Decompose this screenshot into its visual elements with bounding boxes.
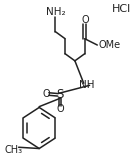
Text: O: O bbox=[82, 15, 89, 25]
Text: O: O bbox=[56, 104, 64, 114]
Text: O: O bbox=[42, 89, 50, 99]
Text: S: S bbox=[57, 88, 64, 101]
Text: CH₃: CH₃ bbox=[4, 145, 22, 155]
Text: NH: NH bbox=[79, 79, 94, 90]
Text: HCl: HCl bbox=[112, 4, 131, 14]
Text: NH₂: NH₂ bbox=[46, 7, 66, 17]
Text: OMe: OMe bbox=[99, 40, 121, 50]
